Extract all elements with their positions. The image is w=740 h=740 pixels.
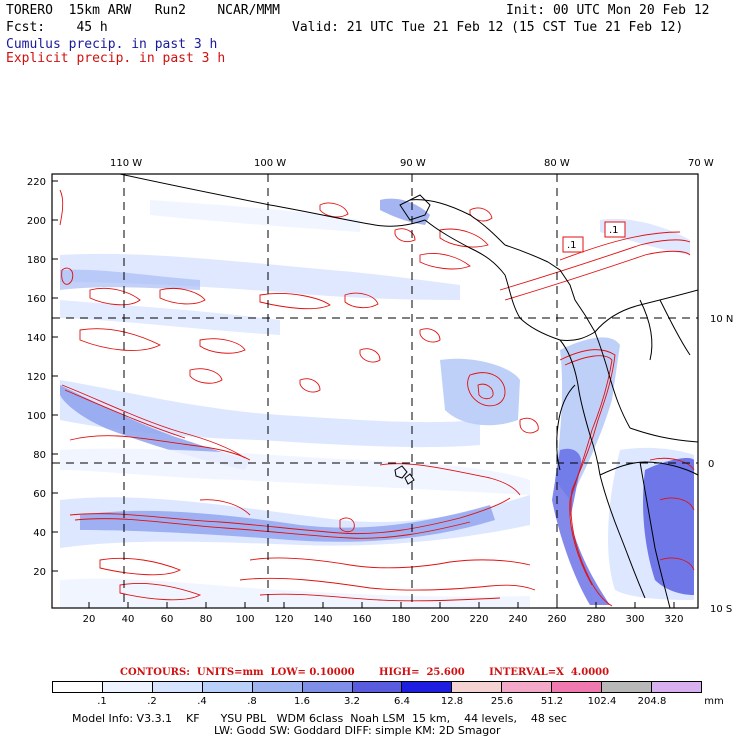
colorbar-segment (402, 682, 453, 692)
lat-label-0: 0 (708, 459, 714, 470)
map-plot-area (52, 174, 698, 608)
x-tick-100: 100 (235, 614, 254, 625)
x-tick-20: 20 (83, 614, 96, 625)
colorbar-label: .2 (147, 696, 157, 707)
x-tick-320: 320 (664, 614, 683, 625)
x-tick-40: 40 (122, 614, 135, 625)
lat-label-10n: 10 N (710, 314, 733, 325)
colorbar-label: 51.2 (540, 696, 564, 707)
colorbar-label: 6.4 (394, 696, 410, 707)
colorbar-segment (202, 682, 253, 692)
x-tick-60: 60 (161, 614, 174, 625)
colorbar-label: 25.6 (490, 696, 514, 707)
y-tick-160: 160 (27, 294, 46, 305)
forecast-hour: Fcst: 45 h (6, 20, 108, 35)
lon-label-100w: 100 W (254, 158, 286, 169)
y-tick-40: 40 (33, 528, 46, 539)
lon-label-90w: 90 W (400, 158, 426, 169)
x-tick-220: 220 (469, 614, 488, 625)
plot-frame (51, 173, 699, 609)
colorbar-label: 204.8 (637, 696, 667, 707)
x-tick-300: 300 (625, 614, 644, 625)
y-tick-20: 20 (33, 567, 46, 578)
x-tick-80: 80 (200, 614, 213, 625)
y-tick-180: 180 (27, 255, 46, 266)
contours-info: CONTOURS: UNITS=mm LOW= 0.10000 HIGH= 25… (120, 667, 610, 678)
max-label-1: .1 (567, 240, 577, 251)
y-tick-80: 80 (33, 450, 46, 461)
max-label-boxes (562, 221, 626, 253)
legend-explicit: Explicit precip. in past 3 h (6, 51, 226, 66)
colorbar-unit: mm (704, 696, 724, 707)
colorbar-segment (652, 682, 701, 692)
x-tick-240: 240 (508, 614, 527, 625)
x-tick-200: 200 (430, 614, 449, 625)
x-tick-280: 280 (586, 614, 605, 625)
max-label-2: .1 (609, 225, 619, 236)
y-tick-220: 220 (27, 177, 46, 188)
y-tick-140: 140 (27, 333, 46, 344)
y-tick-100: 100 (27, 411, 46, 422)
lon-label-70w: 70 W (688, 158, 714, 169)
left-ticks (52, 180, 58, 572)
legend-cumulus: Cumulus precip. in past 3 h (6, 37, 218, 52)
lon-label-110w: 110 W (110, 158, 142, 169)
colorbar-label: 1.6 (294, 696, 310, 707)
y-tick-120: 120 (27, 372, 46, 383)
y-tick-200: 200 (27, 216, 46, 227)
x-tick-180: 180 (391, 614, 410, 625)
colorbar-segment (53, 682, 103, 692)
colorbar-label: 102.4 (587, 696, 617, 707)
left-tick-labels: 220 200 180 160 140 120 100 80 60 40 20 (27, 177, 46, 578)
coastlines (119, 174, 698, 608)
colorbar-segment (152, 682, 203, 692)
bottom-tick-labels: 20 40 60 80 100 120 140 160 180 200 220 … (83, 614, 684, 625)
valid-time: Valid: 21 UTC Tue 21 Feb 12 (15 CST Tue … (292, 20, 684, 35)
x-tick-140: 140 (313, 614, 332, 625)
colorbar-segment (502, 682, 553, 692)
x-tick-120: 120 (274, 614, 293, 625)
latlon-grid (52, 174, 698, 608)
colorbar-label: .8 (247, 696, 257, 707)
colorbar-segment (602, 682, 653, 692)
y-tick-60: 60 (33, 489, 46, 500)
colorbar-label: 3.2 (344, 696, 360, 707)
x-tick-260: 260 (547, 614, 566, 625)
explicit-precip-contours (59, 189, 695, 607)
init-time: Init: 00 UTC Mon 20 Feb 12 (506, 3, 710, 18)
colorbar-segment (352, 682, 403, 692)
colorbar-segment (302, 682, 353, 692)
colorbar-label: .4 (197, 696, 207, 707)
colorbar-segment (552, 682, 603, 692)
colorbar-segment (252, 682, 303, 692)
colorbar-segment (102, 682, 153, 692)
map-title: TORERO 15km ARW Run2 NCAR/MMM (6, 3, 280, 18)
lon-label-80w: 80 W (544, 158, 570, 169)
x-tick-160: 160 (352, 614, 371, 625)
bottom-ticks (88, 602, 675, 608)
precip-colorbar (52, 681, 702, 693)
colorbar-label: 12.8 (440, 696, 464, 707)
model-info-line1: Model Info: V3.3.1 KF YSU PBL WDM 6class… (72, 712, 567, 725)
colorbar-label: .1 (97, 696, 107, 707)
colorbar-segment (452, 682, 503, 692)
lat-label-10s: 10 S (710, 604, 732, 615)
model-info-line2: LW: Godd SW: Goddard DIFF: simple KM: 2D… (214, 724, 501, 737)
